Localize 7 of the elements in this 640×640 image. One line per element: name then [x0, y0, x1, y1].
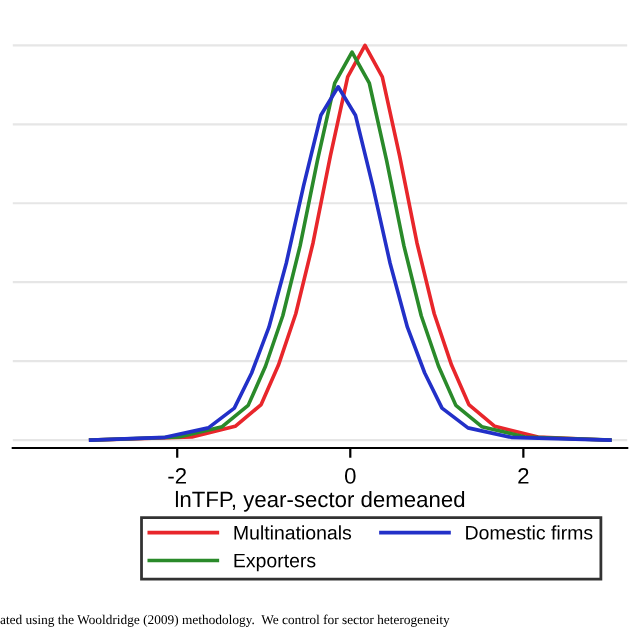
x-axis-title: lnTFP, year-sector demeaned [175, 490, 465, 512]
legend-label: Multinationals [234, 525, 352, 540]
legend-label: Domestic firms [466, 525, 593, 540]
x-tick-label: -2 [168, 468, 186, 484]
x-tick-label: 2 [518, 468, 529, 484]
x-tick-label: 0 [344, 468, 356, 484]
legend-label: Exporters [234, 553, 316, 572]
